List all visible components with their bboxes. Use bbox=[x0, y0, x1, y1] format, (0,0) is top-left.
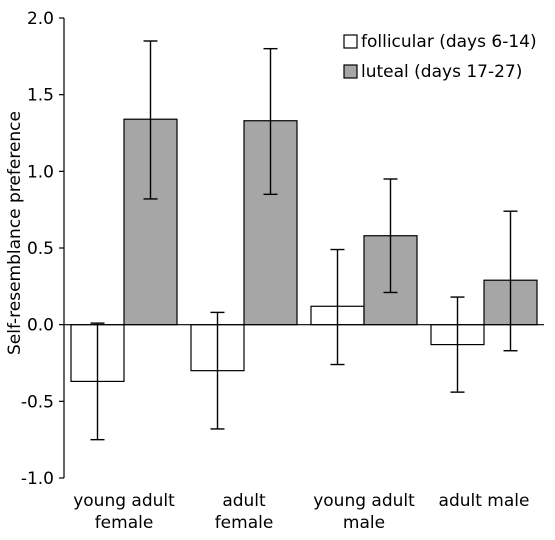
y-tick-label: -0.5 bbox=[21, 392, 54, 412]
legend-swatch-luteal bbox=[343, 64, 358, 79]
category-label: young adult bbox=[313, 491, 415, 511]
y-tick-label: -1.0 bbox=[21, 469, 54, 489]
category-label: female bbox=[215, 513, 274, 533]
y-tick-label: 1.0 bbox=[27, 162, 54, 182]
legend: follicular (days 6-14) luteal (days 17-27… bbox=[343, 32, 537, 82]
y-axis-title: Self-resemblance preference bbox=[5, 111, 25, 355]
legend-swatch-follicular bbox=[343, 34, 358, 49]
y-tick-label: 0.5 bbox=[27, 239, 54, 259]
y-tick-label: 0.0 bbox=[27, 316, 54, 336]
y-axis: 2.0 1.5 1.0 0.5 0.0 -0.5 -1.0 bbox=[21, 9, 65, 489]
category-label: adult male bbox=[439, 491, 530, 511]
bar-luteal bbox=[243, 120, 298, 326]
y-tick-label: 1.5 bbox=[27, 86, 54, 106]
category-label: male bbox=[343, 513, 385, 533]
category-label: female bbox=[95, 513, 154, 533]
category-label: young adult bbox=[73, 491, 175, 511]
bars bbox=[70, 118, 538, 382]
category-label: adult bbox=[222, 491, 266, 511]
y-tick-label: 2.0 bbox=[27, 9, 54, 29]
legend-label-follicular: follicular (days 6-14) bbox=[361, 32, 537, 52]
legend-label-luteal: luteal (days 17-27) bbox=[361, 62, 522, 82]
error-bars bbox=[90, 40, 518, 441]
